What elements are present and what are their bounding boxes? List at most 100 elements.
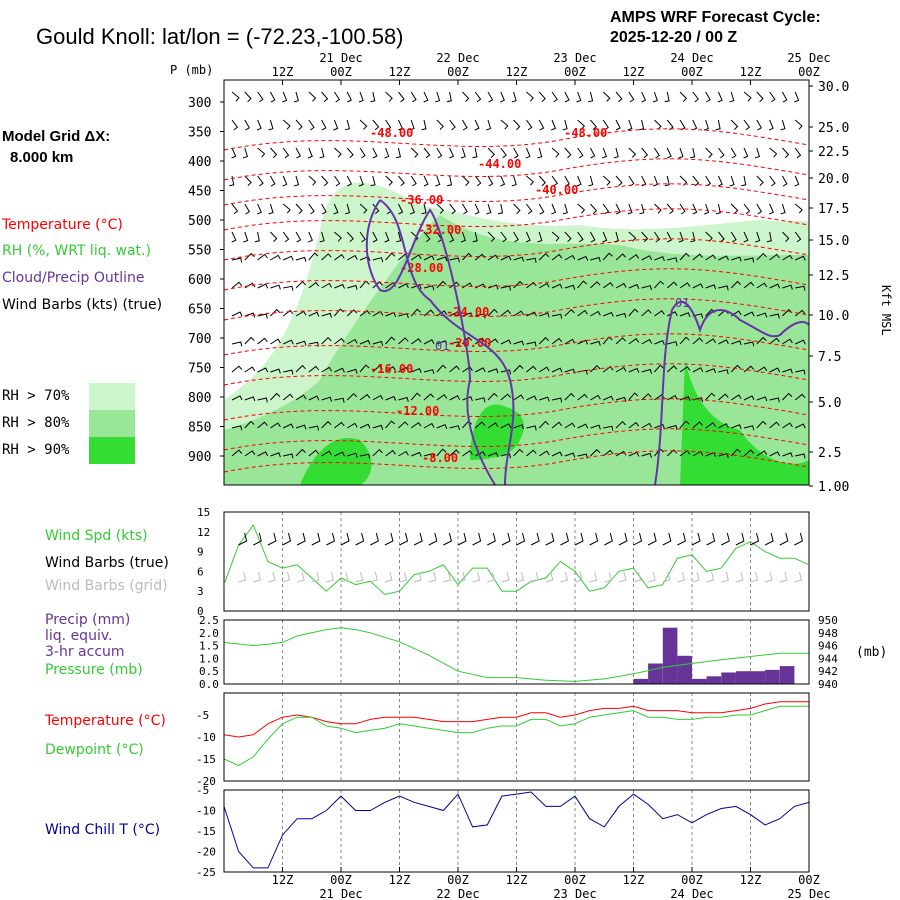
wind-barb [372, 340, 384, 346]
wind-barb-grid [340, 571, 349, 583]
wind-barb [756, 282, 768, 289]
wind-barb [551, 175, 558, 187]
wind-barb [346, 231, 354, 243]
wind-barb [551, 231, 560, 242]
wind-barb [231, 311, 243, 317]
wind-barb-true [560, 532, 569, 546]
wind-barb [487, 254, 499, 261]
temperature-line [223, 701, 809, 738]
wind-barb [781, 91, 788, 103]
wind-barb [615, 175, 623, 187]
wind-barb [487, 338, 499, 345]
legend-rh80-label: RH > 80% [2, 415, 70, 431]
wind-barb [372, 365, 383, 373]
wind-barb [321, 253, 332, 261]
wind-barb-grid [662, 571, 671, 583]
wind-barb [295, 424, 307, 430]
wind-barb [590, 340, 601, 346]
wind-speed-tick-label: 3 [197, 585, 204, 598]
wind-barb [513, 231, 519, 243]
precip-bar [648, 663, 663, 684]
wind-barb [615, 450, 627, 457]
wind-barb-grid [370, 571, 378, 583]
wind-barb [462, 175, 470, 186]
pressure-tick-label: 450 [188, 185, 211, 200]
temperature-contour-label: -44.00 [478, 157, 521, 171]
wind-barb [308, 175, 317, 186]
wind-speed-tick-label: 0 [197, 605, 204, 618]
wind-barb [705, 338, 717, 345]
wind-barb [628, 308, 639, 317]
wind-barb [576, 175, 582, 187]
temperature-tick-label: -15 [196, 753, 216, 766]
temperature-contour [223, 450, 810, 473]
wind-barb [692, 313, 704, 319]
wind-barb [396, 231, 402, 243]
wind-barb [590, 281, 601, 289]
wind-barb [295, 203, 303, 215]
day-label-top: 25 Dec [787, 51, 830, 65]
wind-barb-true [604, 532, 613, 546]
wind-barb [358, 91, 364, 103]
wind-barb [551, 313, 563, 319]
wind-barb [666, 394, 678, 401]
wind-barb [487, 91, 494, 103]
temperature-dewpoint-panel: -5 -10 -15 -20 [196, 692, 810, 788]
wind-barb-true [267, 532, 277, 546]
wind-barb [346, 422, 358, 429]
wind-barb [769, 175, 776, 187]
wind-barb [513, 394, 525, 401]
wind-barbs-true-row [238, 532, 803, 546]
wind-barb [449, 231, 455, 243]
wind-barb [679, 336, 690, 345]
wind-barbs-grid-row [238, 571, 803, 583]
precip-bar [662, 627, 678, 684]
wind-barb [537, 147, 543, 159]
wind-barb [385, 252, 396, 261]
wind-barb [551, 337, 563, 345]
wind-barb [346, 338, 358, 345]
wind-barb [564, 392, 575, 401]
wind-chill-line [223, 791, 810, 869]
wind-barb-grid [794, 571, 803, 583]
time-tick-top: 00Z [564, 65, 586, 79]
wind-barb-true [530, 532, 540, 546]
height-tick-label: 7.5 [818, 350, 841, 365]
wind-barb [615, 253, 627, 261]
wind-barb [794, 423, 806, 429]
wind-barb [358, 175, 364, 187]
wind-barb [551, 203, 557, 215]
wind-barb [666, 311, 678, 317]
pressure-tick-label: 500 [188, 214, 211, 229]
wind-barb [421, 119, 427, 131]
wind-barb [755, 231, 761, 243]
wind-barb [577, 119, 586, 130]
wind-barb [270, 368, 281, 374]
temperature-tick-label: -10 [196, 731, 216, 744]
wind-barb [690, 231, 696, 243]
day-label-bottom: 24 Dec [670, 887, 713, 900]
wind-barb [526, 257, 537, 263]
wind-barb [229, 175, 235, 187]
wind-barb [333, 203, 339, 215]
time-tick-top: 12Z [623, 65, 645, 79]
wind-barb [257, 451, 269, 457]
wind-barb [423, 422, 435, 429]
wind-barb [692, 283, 704, 289]
wind-barb [666, 203, 674, 215]
height-tick-label: 2.5 [818, 446, 841, 461]
pressure-tick-label: 900 [188, 450, 211, 465]
precip-bar [633, 678, 649, 684]
wind-barb [781, 175, 788, 187]
wind-barb [449, 281, 460, 289]
wind-barb [231, 341, 243, 347]
wind-barb [254, 231, 260, 243]
time-tick-bottom: 00Z [798, 873, 820, 887]
wind-barb [410, 147, 419, 158]
wind-barb [398, 396, 409, 402]
wind-barb [794, 175, 800, 187]
wind-barb [769, 367, 781, 373]
wind-barb [308, 252, 319, 261]
wind-barb [423, 393, 435, 401]
pressure-axis-label: P (mb) [170, 63, 213, 77]
